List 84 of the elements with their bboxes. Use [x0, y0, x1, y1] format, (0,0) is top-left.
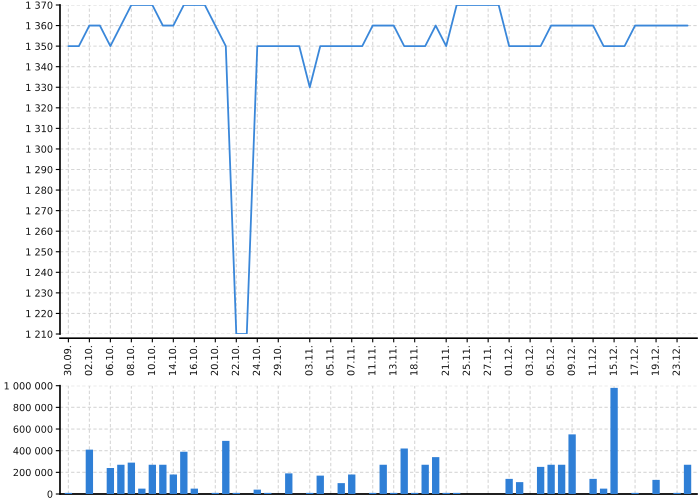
bar: [106, 468, 114, 494]
bar: [316, 476, 324, 494]
bar: [190, 488, 198, 494]
bar: [348, 474, 356, 494]
x-tick-label: 27.11.: [484, 346, 491, 376]
y-tick-label: 600 000: [14, 426, 52, 433]
x-tick-label: 22.10.: [232, 346, 240, 376]
y-tick-label: 1 360: [26, 22, 52, 30]
x-tick-label: 20.10.: [210, 346, 218, 376]
bar: [117, 464, 125, 494]
line-series: [67, 5, 688, 334]
x-tick-label: 07.11.: [347, 346, 355, 376]
x-tick-label: 29.10.: [274, 346, 282, 376]
bar: [505, 478, 513, 494]
y-tick-label: 1 250: [26, 248, 52, 256]
x-tick-label: 25.11.: [462, 346, 470, 376]
x-tick-label: 18.11.: [410, 346, 418, 375]
y-tick-label: 1 230: [26, 289, 52, 297]
x-tick-label: 01.12.: [504, 346, 512, 376]
y-tick-label: 200 000: [14, 468, 52, 476]
x-tick-label: 02.10.: [84, 346, 92, 376]
bar: [338, 483, 345, 494]
y-tick-label: 1 310: [26, 124, 52, 132]
y-tick-label: 1 320: [26, 104, 52, 112]
y-tick-label: 1 280: [26, 186, 52, 194]
y-tick-label: 400 000: [13, 447, 52, 455]
x-tick-label: 08.10.: [126, 346, 134, 376]
y-tick-label: 800 000: [14, 404, 52, 412]
bar: [568, 434, 576, 494]
y-tick-label: 1 290: [26, 166, 52, 174]
x-tick-label: 16.10.: [190, 346, 198, 375]
bar: [432, 457, 440, 494]
bar: [148, 464, 156, 494]
bar: [285, 473, 292, 494]
x-tick-label: 21.11.: [442, 346, 449, 376]
y-tick-label: 1 210: [26, 330, 52, 338]
bar: [254, 490, 261, 494]
x-tick-label: 24.10.: [252, 346, 260, 376]
y-tick-label: 1 240: [26, 268, 52, 276]
bar: [170, 474, 177, 494]
x-tick-label: 19.12.: [652, 346, 659, 375]
x-tick-label: 11.12.: [588, 346, 596, 375]
bar: [600, 488, 608, 494]
bar: [380, 464, 387, 494]
bar: [684, 464, 692, 494]
bar: [138, 488, 146, 494]
bar: [86, 450, 94, 494]
y-tick-label: 1 300: [26, 145, 52, 153]
x-tick-label: 17.12.: [630, 346, 638, 375]
bar: [589, 478, 597, 494]
x-tick-label: 05.11.: [326, 346, 334, 376]
bar: [159, 464, 167, 494]
x-tick-label: 10.10.: [148, 346, 156, 375]
bar: [610, 388, 618, 494]
x-tick-label: 14.10.: [168, 346, 176, 375]
x-tick-label: 23.12.: [672, 346, 680, 376]
y-tick-label: 1 260: [26, 228, 52, 236]
y-tick-label: 1 270: [26, 207, 52, 214]
bar: [128, 462, 136, 494]
x-tick-label: 05.12.: [546, 346, 554, 376]
x-tick-label: 11.11.: [368, 346, 376, 375]
bar: [422, 464, 429, 494]
bar: [536, 466, 544, 494]
y-tick-label: 1 340: [26, 63, 52, 71]
bar: [222, 440, 230, 494]
x-tick-label: 09.12.: [568, 346, 575, 376]
y-tick-label: 1 000 000: [4, 382, 52, 390]
bar: [547, 464, 555, 494]
x-tick-label: 30.09.: [64, 346, 72, 376]
bar: [558, 464, 566, 494]
y-tick-label: 1 220: [26, 310, 52, 318]
x-tick-label: 03.11.: [305, 346, 313, 376]
y-tick-label: 0: [48, 490, 52, 498]
y-tick-label: 1 350: [26, 42, 52, 50]
y-tick-label: 1 370: [26, 1, 52, 9]
x-tick-label: 03.12.: [526, 346, 533, 376]
bar: [516, 482, 524, 494]
bar: [180, 452, 188, 494]
y-tick-label: 1 330: [26, 84, 52, 92]
x-tick-label: 13.11.: [389, 346, 397, 375]
bar: [652, 480, 660, 494]
x-tick-label: 15.12.: [610, 346, 617, 375]
x-tick-label: 06.10.: [106, 346, 114, 376]
bar: [400, 448, 408, 494]
